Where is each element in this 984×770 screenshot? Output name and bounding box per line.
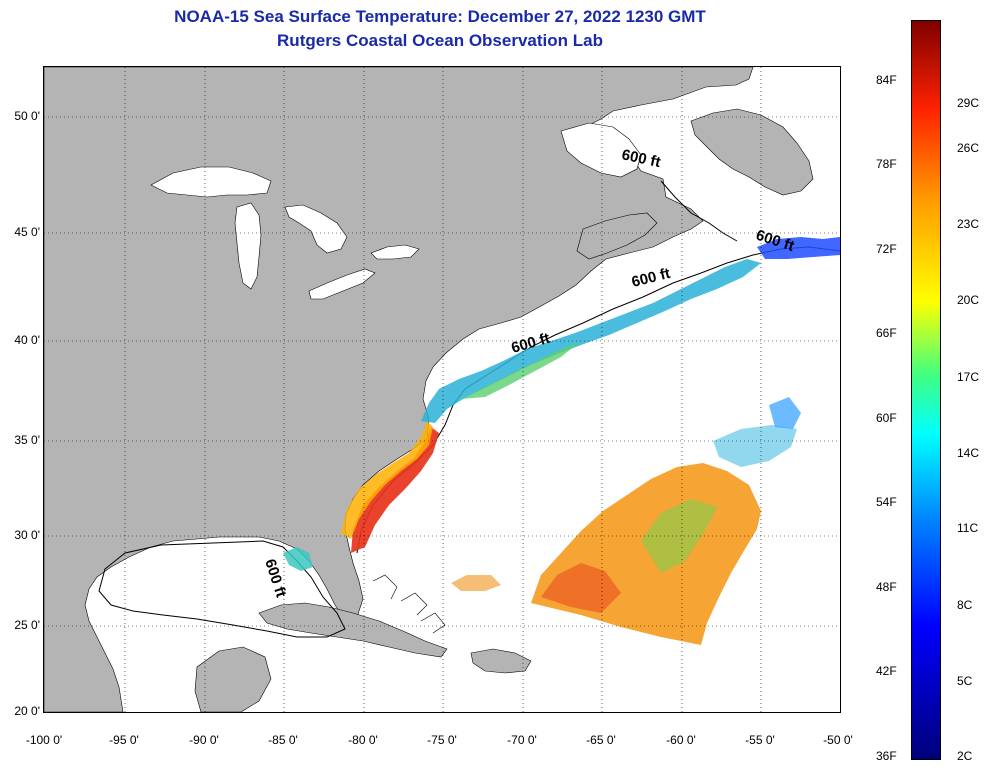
- lon-label: -80 0': [348, 733, 378, 747]
- sst-shelf-band: [421, 259, 761, 423]
- colorbar-c-label: 23C: [957, 217, 980, 231]
- temperature-colorbar: [911, 20, 941, 760]
- lon-label: -85 0': [268, 733, 298, 747]
- lat-label: 35 0': [14, 433, 40, 447]
- sst-offshore-patch: [769, 397, 801, 429]
- sst-offshore-patch: [451, 575, 501, 591]
- lat-label: 45 0': [14, 225, 40, 239]
- contour-600ft: [98, 540, 346, 638]
- lon-label: -90 0': [189, 733, 219, 747]
- colorbar-f-label: 72F: [876, 242, 897, 256]
- lat-label: 50 0': [14, 109, 40, 123]
- lake-michigan: [234, 202, 262, 290]
- gulf-st-lawrence: [560, 122, 642, 178]
- colorbar-c-label: 20C: [957, 293, 980, 307]
- lake-huron: [284, 204, 348, 254]
- colorbar-c-label: 2C: [957, 749, 973, 763]
- colorbar-f-label: 48F: [876, 580, 897, 594]
- sst-shelf-band: [461, 341, 581, 399]
- contour-600ft: [660, 180, 738, 242]
- colorbar-c-label: 29C: [957, 96, 980, 110]
- sst-offshore-patch: [713, 425, 797, 467]
- colorbar-f-label: 60F: [876, 411, 897, 425]
- land-nova-scotia: [576, 212, 658, 260]
- grid-lines: [44, 67, 840, 712]
- colorbar-c-label: 5C: [957, 674, 973, 688]
- contour-label: 600 ft: [261, 557, 289, 600]
- sst-map: 600 ft 600 ft 600 ft 600 ft 600 ft: [43, 66, 841, 713]
- contour-label: 600 ft: [630, 265, 672, 291]
- lat-label: 20 0': [14, 704, 40, 718]
- colorbar-c-label: 17C: [957, 370, 980, 384]
- sst-coastal-band: [341, 421, 433, 539]
- lon-label: -60 0': [666, 733, 696, 747]
- lake-erie: [308, 268, 376, 300]
- colorbar-f-label: 42F: [876, 664, 897, 678]
- lon-label: -70 0': [507, 733, 537, 747]
- lon-label: -50 0': [823, 733, 853, 747]
- lon-label: -75 0': [427, 733, 457, 747]
- land-newfoundland: [690, 108, 814, 196]
- land-hispaniola: [470, 648, 532, 674]
- colorbar-f-label: 84F: [876, 73, 897, 87]
- map-subtitle: Rutgers Coastal Ocean Observation Lab: [277, 31, 603, 50]
- lake-superior: [150, 166, 272, 198]
- land-yucatan: [194, 646, 272, 712]
- lat-label: 40 0': [14, 333, 40, 347]
- sst-northeast-patch: [757, 237, 840, 259]
- land-bahamas: [372, 574, 446, 634]
- lon-label: -100 0': [25, 733, 63, 747]
- sst-offshore-swath: [641, 499, 717, 573]
- colorbar-c-label: 8C: [957, 598, 973, 612]
- colorbar-c-label: 14C: [957, 446, 980, 460]
- colorbar-c-label: 11C: [957, 521, 979, 535]
- sst-offshore-swath: [541, 563, 621, 613]
- land-cuba: [258, 602, 448, 658]
- sst-florida-patch: [283, 547, 313, 571]
- map-title: NOAA-15 Sea Surface Temperature: Decembe…: [174, 7, 706, 26]
- colorbar-f-label: 54F: [876, 495, 897, 509]
- lat-label: 30 0': [14, 528, 40, 542]
- colorbar-f-label: 36F: [876, 749, 897, 763]
- colorbar-c-label: 26C: [957, 141, 980, 155]
- colorbar-f-label: 66F: [876, 326, 897, 340]
- lat-label: 25 0': [14, 618, 40, 632]
- sst-offshore-swath: [531, 463, 761, 645]
- lake-ontario: [370, 244, 420, 260]
- lon-label: -95 0': [109, 733, 139, 747]
- lon-label: -65 0': [586, 733, 616, 747]
- colorbar-f-label: 78F: [876, 157, 897, 171]
- lon-label: -55 0': [745, 733, 775, 747]
